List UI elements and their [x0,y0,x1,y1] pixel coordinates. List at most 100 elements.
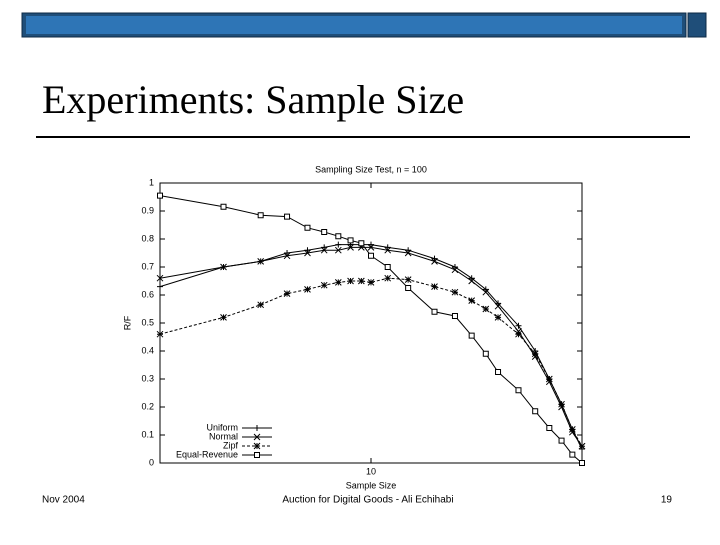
data-point [495,369,502,375]
series-line [159,244,583,450]
x-tick-label: 10 [366,466,376,476]
data-point [558,400,565,408]
data-point [367,244,375,251]
y-tick-label: 0.3 [141,373,154,383]
y-tick-label: 0.9 [141,205,154,215]
legend-marker [254,425,260,431]
slide-title: Experiments: Sample Size [42,77,464,122]
y-tick-label: 0.4 [141,345,154,355]
data-point [367,279,375,286]
data-point [482,305,490,313]
data-point [304,249,311,257]
data-point [357,277,365,285]
data-point [320,246,328,254]
header-box [687,12,707,38]
data-point [284,250,291,256]
data-point [220,203,227,210]
data-point [468,297,476,304]
data-point [384,274,392,282]
data-point [404,276,412,283]
data-point [347,244,354,251]
data-point [482,288,490,296]
data-point [578,442,586,450]
series-line [159,246,583,447]
data-point [468,277,476,285]
y-tick-label: 1 [149,177,154,187]
data-point [257,212,264,219]
data-point [468,275,475,282]
data-point [304,247,311,254]
data-point [579,460,585,466]
data-point [304,224,311,231]
data-point [157,192,163,199]
legend-marker [253,433,261,441]
legend-label: Equal-Revenue [176,449,238,459]
data-point [220,314,227,321]
legend-label: Zipf [223,440,239,450]
data-point [347,277,354,285]
y-tick-label: 0.2 [141,401,154,411]
data-point [515,322,522,329]
data-point [368,252,374,259]
footer-date: Nov 2004 [42,495,85,506]
data-point [335,241,342,248]
data-point [257,301,265,309]
data-point [283,252,291,260]
data-point [569,451,576,458]
y-tick-label: 0 [149,457,154,467]
footer-center: Auction for Digital Goods - Ali Echihabi [282,495,453,506]
y-tick-label: 0.7 [141,261,154,271]
chart-title: Sampling Size Test, n = 100 [315,164,427,174]
data-point [157,283,163,290]
data-point [321,229,328,235]
data-point [494,314,502,321]
data-point [334,279,342,286]
data-point [156,330,164,338]
data-point [451,288,459,296]
y-axis-label: R/F [122,315,132,330]
data-point [358,240,365,247]
y-tick-label: 0.1 [141,429,154,439]
data-point [532,408,539,415]
data-point [405,285,412,291]
data-point [384,244,391,251]
data-point [545,375,553,383]
legend-label: Normal [209,431,238,441]
data-point [321,244,328,251]
data-point [468,332,475,339]
y-tick-label: 0.6 [141,289,154,299]
data-point [482,286,489,293]
header-bar-inner [26,16,682,34]
x-axis-label: Sample Size [346,480,397,490]
data-point [482,350,489,357]
data-point [334,246,342,254]
data-point [304,286,311,293]
data-point [368,241,374,248]
data-point [431,283,438,290]
data-point [558,437,565,444]
data-point [384,246,392,254]
data-point [568,426,576,433]
data-point [515,387,522,394]
data-point [284,213,291,220]
data-point [404,249,412,257]
data-point [431,255,438,262]
data-point [531,350,539,358]
data-point [156,274,164,282]
data-point [220,263,227,271]
y-tick-label: 0.8 [141,233,154,243]
data-point [451,264,458,270]
legend-marker [254,452,260,458]
data-point [546,425,553,431]
data-point [431,308,438,315]
y-tick-label: 0.5 [141,317,154,327]
legend-marker [253,442,261,450]
data-point [283,290,291,297]
data-point [405,247,412,254]
data-point [515,330,522,338]
data-point [320,281,328,289]
series-line [159,277,583,447]
data-point [494,302,502,310]
data-point [451,313,458,319]
